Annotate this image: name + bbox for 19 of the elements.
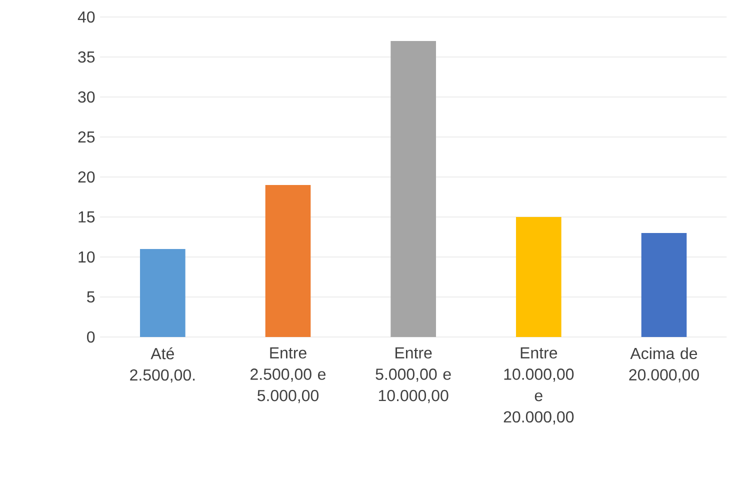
y-tick-label: 20 (78, 171, 95, 183)
y-tick-label: 15 (78, 211, 95, 223)
y-tick-label: 5 (87, 291, 95, 303)
x-tick-label: Entre 5.000,00 e 10.000,00 (376, 347, 451, 404)
y-tick-label: 25 (78, 131, 95, 143)
bar (140, 248, 186, 337)
x-tick-label: Até 2.500,00. (130, 347, 195, 383)
x-tick-label: Entre 2.500,00 e 5.000,00 (250, 347, 326, 404)
y-tick-label: 0 (87, 331, 95, 343)
y-tick-label: 40 (78, 11, 95, 23)
bar (265, 184, 311, 337)
x-tick-label: Entre 10.000,00 e 20.000,00 (504, 347, 574, 424)
y-tick-label: 30 (78, 91, 95, 103)
y-tick-label: 35 (78, 51, 95, 63)
y-tick-label: 10 (78, 251, 95, 263)
bar (390, 40, 436, 337)
bar (516, 216, 562, 337)
x-tick-label: Acima de 20.000,00 (629, 347, 699, 382)
bar (641, 232, 687, 337)
